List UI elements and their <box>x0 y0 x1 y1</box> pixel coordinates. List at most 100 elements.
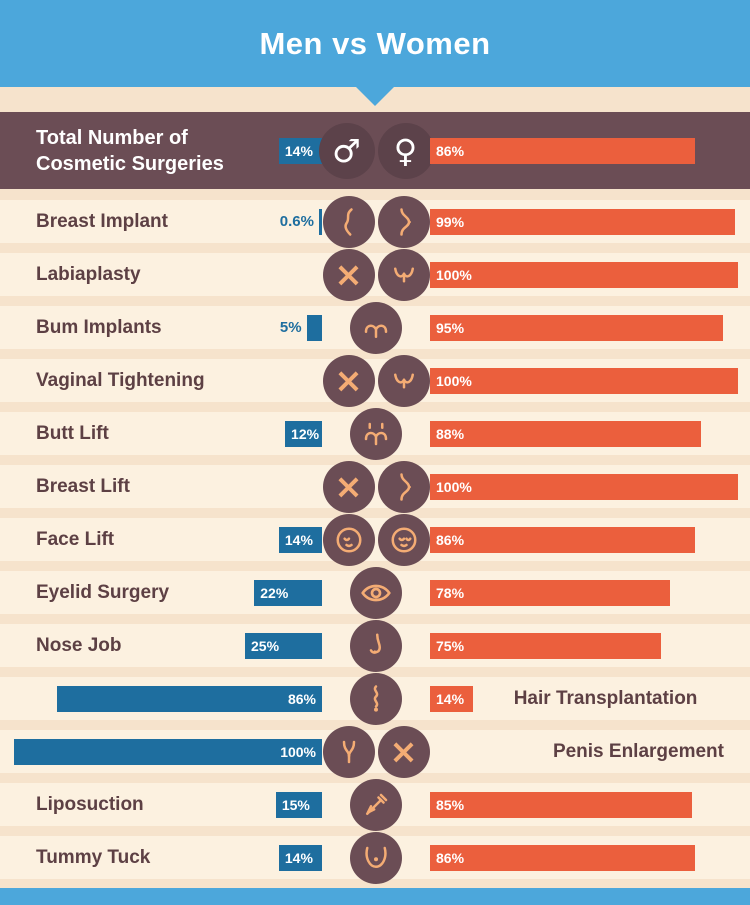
women-bar-zone: 14% Hair Transplantation <box>430 677 738 720</box>
row-face-lift: Face Lift 14% 86% <box>0 513 750 566</box>
icon-zone <box>322 672 430 725</box>
men-bar-zone: 14% <box>14 112 322 189</box>
women-bar-value: 100% <box>436 266 472 283</box>
icon-zone <box>322 195 430 248</box>
men-bar-zone: 14% <box>14 836 322 879</box>
total-label: Total Number of Cosmetic Surgeries <box>36 125 224 177</box>
nose-icon <box>350 619 402 672</box>
icon-zone <box>322 619 430 672</box>
men-bar-value: 14% <box>284 142 313 159</box>
women-bar: 99% <box>430 208 735 235</box>
row-liposuction: Liposuction 15% 85% <box>0 778 750 831</box>
women-bar: 95% <box>430 314 723 341</box>
row-label: Breast Implant <box>36 210 168 232</box>
women-bar: 14% <box>430 685 474 712</box>
row-label: Eyelid Surgery <box>36 581 170 603</box>
tummy-icon <box>350 831 402 884</box>
total-label-line2: Cosmetic Surgeries <box>36 152 224 175</box>
labia-icon <box>377 248 430 301</box>
men-bar-value: 0.6% <box>279 213 314 230</box>
row-hair-transplantation: 86% 14% Hair Transplantation <box>0 672 750 725</box>
men-bar-zone: 100% <box>14 730 322 773</box>
body-profile-icon <box>322 195 375 248</box>
row-nose-job: Nose Job 25% 75% <box>0 619 750 672</box>
icon-zone: × <box>322 248 430 301</box>
women-bar: 88% <box>430 420 702 447</box>
row-label: Vaginal Tightening <box>36 369 205 391</box>
women-bar-value: 75% <box>436 637 465 654</box>
women-bar: 100% <box>430 367 738 394</box>
women-bar: 100% <box>430 473 738 500</box>
title-band: Men vs Women <box>0 0 750 87</box>
men-bar-zone: 12% <box>14 412 322 455</box>
women-bar-zone: 95% <box>430 306 738 349</box>
men-bar-zone: 0.6% <box>14 200 322 243</box>
icon-zone <box>322 778 430 831</box>
bum-icon <box>350 301 402 354</box>
breast-icon <box>377 195 430 248</box>
women-bar-zone: 99% <box>430 200 738 243</box>
row-label: Hair Transplantation <box>513 687 698 709</box>
women-bar: 86% <box>430 137 695 164</box>
women-bar-zone: 86% <box>430 518 738 561</box>
men-bar-zone: 22% <box>14 571 322 614</box>
men-bar: 22% <box>254 579 322 606</box>
women-bar-zone: 100% <box>430 359 738 402</box>
icon-zone <box>322 407 430 460</box>
liposuction-icon <box>350 778 402 831</box>
men-bar-zone: 25% <box>14 624 322 667</box>
men-bar <box>306 314 322 341</box>
men-bar: 14% <box>278 526 322 553</box>
men-bar <box>319 208 322 235</box>
men-bar-value: 14% <box>284 531 313 548</box>
male-symbol: ♂ <box>332 131 361 170</box>
row-label: Penis Enlargement <box>552 740 724 762</box>
row-labiaplasty: Labiaplasty × 100% <box>0 248 750 301</box>
row-label: Bum Implants <box>36 316 162 338</box>
x-icon: × <box>322 460 375 513</box>
x-mark: × <box>334 254 363 295</box>
female-icon: ♀ <box>377 122 434 179</box>
row-label: Face Lift <box>36 528 115 550</box>
header-pointer <box>356 87 394 106</box>
women-bar-zone: Penis Enlargement <box>430 730 738 773</box>
men-bar: 14% <box>278 137 322 164</box>
women-bar-zone: 88% <box>430 412 738 455</box>
men-bar-value: 86% <box>287 690 316 707</box>
women-bar: 86% <box>430 844 695 871</box>
women-bar: 85% <box>430 791 692 818</box>
women-bar-zone: 86% <box>430 836 738 879</box>
women-bar: 78% <box>430 579 671 606</box>
women-bar-zone: 75% <box>430 624 738 667</box>
female-face-icon <box>377 513 430 566</box>
women-bar: 75% <box>430 632 661 659</box>
row-penis-enlargement: 100% × Penis Enlargement <box>0 725 750 778</box>
total-label-line1: Total Number of <box>36 126 188 149</box>
row-tummy-tuck: Tummy Tuck 14% 86% <box>0 831 750 884</box>
female-symbol: ♀ <box>393 131 418 170</box>
row-breast-lift: Breast Lift × 100% <box>0 460 750 513</box>
labia-icon <box>377 354 430 407</box>
women-bar-value: 85% <box>436 796 465 813</box>
men-bar-value: 15% <box>281 796 310 813</box>
men-bar: 25% <box>245 632 322 659</box>
male-icon: ♂ <box>318 122 375 179</box>
bum-lift-icon <box>350 407 402 460</box>
women-bar-zone: 100% <box>430 465 738 508</box>
x-mark: × <box>334 360 363 401</box>
row-label: Butt Lift <box>36 422 109 444</box>
row-vaginal-tightening: Vaginal Tightening × 100% <box>0 354 750 407</box>
penis-icon <box>322 725 375 778</box>
page-title: Men vs Women <box>259 25 491 61</box>
icon-zone: ♂ ♀ <box>318 122 434 179</box>
row-label: Nose Job <box>36 634 122 656</box>
men-bar: 12% <box>285 420 322 447</box>
women-bar-value: 100% <box>436 478 472 495</box>
men-bar-value: 22% <box>260 584 289 601</box>
men-bar-zone: 15% <box>14 783 322 826</box>
row-label: Tummy Tuck <box>36 846 151 868</box>
women-bar-value: 78% <box>436 584 465 601</box>
men-bar-zone: 14% <box>14 518 322 561</box>
row-total-surgeries: Total Number of Cosmetic Surgeries 14% ♂… <box>0 112 750 189</box>
women-bar-zone: 86% <box>430 112 738 189</box>
